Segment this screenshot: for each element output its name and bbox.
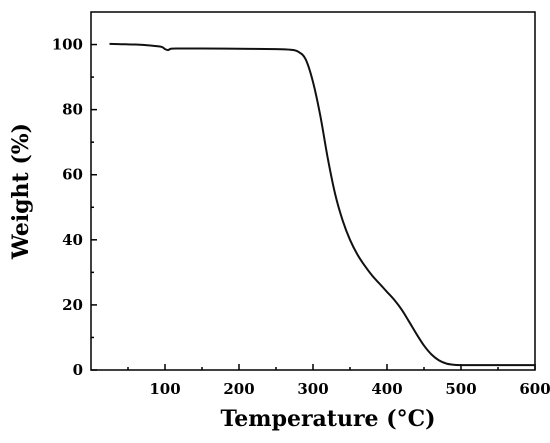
y-tick-label: 0 xyxy=(73,361,83,379)
y-axis-title: Weight (%) xyxy=(8,123,34,260)
x-tick-label: 200 xyxy=(223,380,254,398)
y-axis-ticks: 0 20 40 60 80 100 xyxy=(52,36,97,379)
x-tick-label: 300 xyxy=(297,380,328,398)
x-axis-ticks: 100 200 300 400 500 600 xyxy=(127,364,550,398)
plot-frame xyxy=(90,11,536,371)
y-tick-label: 20 xyxy=(62,296,83,314)
y-tick-label: 100 xyxy=(52,36,83,54)
x-tick-label: 600 xyxy=(519,380,550,398)
x-tick-label: 500 xyxy=(445,380,476,398)
y-tick-label: 60 xyxy=(62,166,83,184)
y-tick-label: 40 xyxy=(62,231,83,249)
x-tick-label: 100 xyxy=(149,380,180,398)
y-tick-label: 80 xyxy=(62,101,83,119)
x-axis-title: Temperature (°C) xyxy=(220,406,435,432)
series-group xyxy=(109,42,535,367)
x-tick-label: 400 xyxy=(371,380,402,398)
weight-loss-curve xyxy=(109,42,535,367)
